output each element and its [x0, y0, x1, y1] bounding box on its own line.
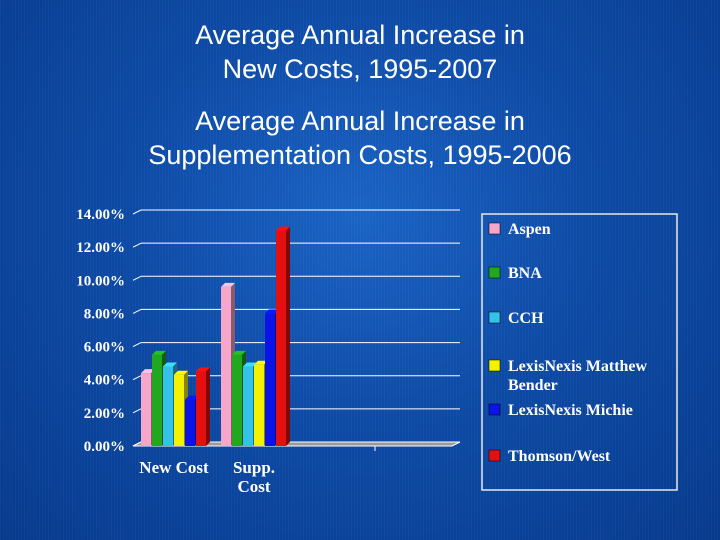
gridline-tick — [132, 408, 142, 414]
gridline-tick — [132, 308, 142, 314]
bar-top — [152, 350, 166, 355]
x-tick-label: Cost — [237, 477, 270, 496]
bar — [243, 366, 253, 446]
gridline-tick — [132, 209, 142, 215]
legend-swatch — [488, 403, 501, 416]
bar-top — [243, 362, 257, 367]
bar-top — [141, 369, 155, 374]
legend-label: LexisNexis Michie — [508, 402, 633, 419]
legend-swatch — [488, 266, 501, 279]
bar-top — [265, 309, 279, 314]
y-tick-label: 2.00% — [84, 406, 125, 422]
slide-subtitle: Average Annual Increase in Supplementati… — [0, 104, 720, 172]
legend-swatch — [488, 222, 501, 235]
slide-title: Average Annual Increase in New Costs, 19… — [0, 18, 720, 86]
legend-label: Thomson/West — [508, 448, 611, 465]
legend-label: Bender — [508, 377, 558, 394]
legend-swatch — [488, 311, 501, 324]
bar-top — [185, 395, 199, 400]
bar — [174, 374, 184, 446]
legend-label: LexisNexis Matthew — [508, 358, 648, 375]
bar — [276, 230, 286, 446]
slide-title-line1: Average Annual Increase in — [195, 20, 525, 50]
legend-label: CCH — [508, 310, 544, 327]
bar — [265, 313, 275, 446]
y-tick-label: 8.00% — [84, 306, 125, 322]
bar — [152, 354, 162, 446]
legend-label: Aspen — [508, 221, 551, 238]
slide-subtitle-line2: Supplementation Costs, 1995-2006 — [148, 140, 572, 170]
legend-label: BNA — [508, 265, 542, 282]
y-tick-label: 10.00% — [76, 273, 125, 289]
legend-swatch — [488, 449, 501, 462]
bar — [221, 286, 231, 446]
gridline-tick — [132, 242, 142, 248]
y-tick-label: 12.00% — [76, 240, 125, 256]
bar-top — [232, 350, 246, 355]
x-tick-label: Supp. — [233, 458, 275, 477]
bar — [196, 371, 206, 446]
legend-box — [481, 213, 678, 491]
bar — [163, 366, 173, 446]
slide-title-line2: New Costs, 1995-2007 — [222, 54, 498, 84]
bar — [232, 354, 242, 446]
bar-top — [276, 226, 290, 231]
slide-subtitle-line1: Average Annual Increase in — [195, 106, 525, 136]
bar-top — [196, 367, 210, 372]
y-tick-label: 0.00% — [84, 439, 125, 455]
gridline-tick — [132, 275, 142, 281]
bar-top — [254, 360, 268, 365]
bar — [254, 364, 264, 446]
y-tick-label: 14.00% — [76, 207, 125, 223]
bar — [141, 373, 151, 446]
bar-top — [163, 362, 177, 367]
bar-top — [221, 282, 235, 287]
legend-swatch — [488, 359, 501, 372]
gridline-tick — [132, 342, 142, 348]
bar-top — [174, 370, 188, 375]
chart-floor — [132, 441, 461, 447]
x-tick-label: New Cost — [139, 458, 209, 477]
gridline-tick — [132, 375, 142, 381]
bar — [185, 399, 195, 446]
y-tick-label: 6.00% — [84, 340, 125, 356]
bar-side — [286, 226, 290, 446]
bar-side — [206, 367, 210, 446]
y-tick-label: 4.00% — [84, 373, 125, 389]
